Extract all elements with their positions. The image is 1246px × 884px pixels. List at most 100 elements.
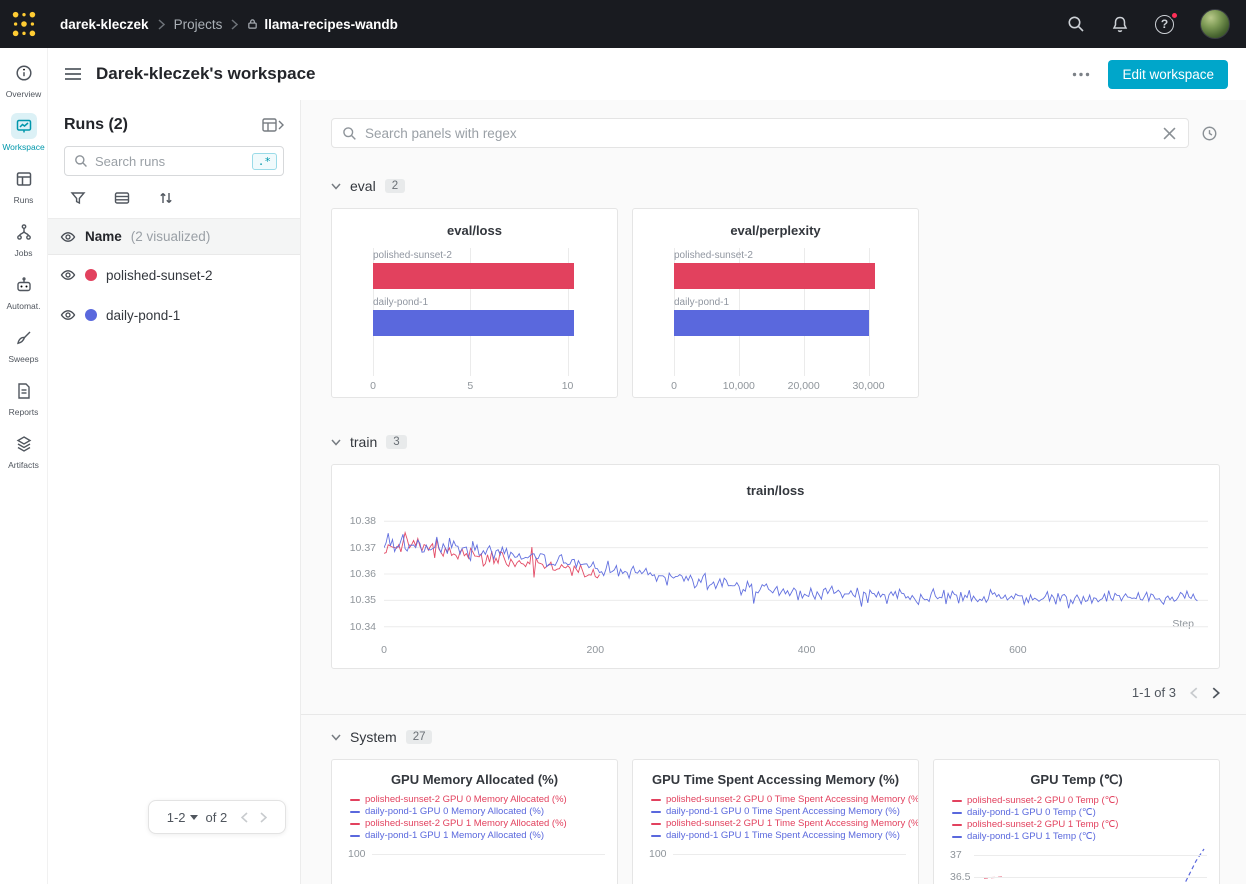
group-columns-icon[interactable] <box>114 190 130 206</box>
legend-marker <box>350 835 360 837</box>
legend-item[interactable]: polished-sunset-2 GPU 1 Temp (℃) <box>952 819 1219 831</box>
next-page-icon[interactable] <box>1212 686 1220 699</box>
legend-item[interactable]: polished-sunset-2 GPU 1 Time Spent Acces… <box>651 818 918 830</box>
bar <box>373 263 575 289</box>
legend-item[interactable]: daily-pond-1 GPU 0 Temp (℃) <box>952 807 1219 819</box>
sidebar-item-workspace[interactable]: Workspace <box>0 113 48 152</box>
legend-marker <box>651 835 661 837</box>
clear-search-icon[interactable] <box>1161 125 1178 142</box>
run-name[interactable]: daily-pond-1 <box>106 307 181 323</box>
runs-panel: Runs (2) .* <box>48 100 301 884</box>
navbar-actions: ? <box>1067 9 1230 39</box>
chart-title: train/loss <box>746 483 805 498</box>
panel-train-loss[interactable]: train/loss Step 10.38 10.37 10.36 10.35 10.3… <box>331 464 1220 669</box>
panel-gpu-temp[interactable]: GPU Temp (℃) polished-sunset-2 GPU 0 Tem… <box>933 759 1220 884</box>
section-count-badge: 3 <box>386 435 407 449</box>
x-tick-label: 400 <box>797 644 816 656</box>
sidebar-item-runs[interactable]: Runs <box>0 166 48 205</box>
search-icon[interactable] <box>1067 15 1085 33</box>
divider <box>48 218 300 219</box>
train-loss-lines[interactable] <box>384 512 1208 636</box>
project-sidebar: Overview Workspace Runs Jobs <box>0 48 48 884</box>
legend-item[interactable]: polished-sunset-2 GPU 1 Memory Allocated… <box>350 818 617 830</box>
run-name[interactable]: polished-sunset-2 <box>106 267 213 283</box>
panel-gpu-memory-allocated[interactable]: GPU Memory Allocated (%) polished-sunset… <box>331 759 618 884</box>
workspace-header: Darek-kleczek's workspace Edit workspace <box>48 48 1246 100</box>
breadcrumb-projects[interactable]: Projects <box>173 16 223 32</box>
legend-label: daily-pond-1 GPU 1 Temp (℃) <box>967 831 1096 842</box>
layers-icon <box>11 431 37 457</box>
bar <box>674 263 875 289</box>
chart-plot: 100 <box>332 846 617 884</box>
section-count-badge: 2 <box>384 179 406 193</box>
breadcrumb-project-name[interactable]: llama-recipes-wandb <box>264 16 398 32</box>
runs-title: Runs (2) <box>64 116 128 133</box>
lock-icon <box>247 18 258 30</box>
visibility-eye-icon[interactable] <box>60 307 76 323</box>
filter-icon[interactable] <box>70 190 86 206</box>
legend-item[interactable]: polished-sunset-2 GPU 0 Memory Allocated… <box>350 794 617 806</box>
expand-runs-table-icon[interactable] <box>262 117 284 133</box>
prev-page-icon[interactable] <box>1190 686 1198 699</box>
user-avatar[interactable] <box>1200 9 1230 39</box>
robot-icon <box>11 272 37 298</box>
caret-down-icon <box>189 814 198 820</box>
sidebar-item-label: Reports <box>8 407 39 417</box>
section-header-system[interactable]: System 27 <box>331 729 1220 745</box>
sidebar-item-reports[interactable]: Reports <box>0 378 48 417</box>
sidebar-item-automations[interactable]: Automat. <box>0 272 48 311</box>
legend-label: daily-pond-1 GPU 0 Time Spent Accessing … <box>666 806 900 817</box>
section-name: eval <box>350 178 376 194</box>
runs-search-input[interactable] <box>95 153 245 169</box>
panel-eval-perplexity[interactable]: eval/perplexity 0 10,000 20,000 30,000 polis… <box>632 208 919 398</box>
edit-workspace-button[interactable]: Edit workspace <box>1108 59 1228 89</box>
next-page-icon[interactable] <box>260 811 268 823</box>
sort-icon[interactable] <box>158 190 174 206</box>
regex-toggle[interactable]: .* <box>251 152 277 170</box>
prev-page-icon[interactable] <box>241 811 248 823</box>
column-header-name[interactable]: Name <box>85 229 122 244</box>
visibility-eye-icon[interactable] <box>60 267 76 283</box>
legend-item[interactable]: daily-pond-1 GPU 1 Temp (℃) <box>952 831 1219 843</box>
sidebar-item-jobs[interactable]: Jobs <box>0 219 48 258</box>
legend-marker <box>651 811 661 813</box>
chevron-down-icon <box>331 183 341 190</box>
panels-area: eval 2 eval/loss 0 5 10 polished-sunset-2 da… <box>301 100 1246 884</box>
legend-item[interactable]: polished-sunset-2 GPU 0 Time Spent Acces… <box>651 794 918 806</box>
search-history-icon[interactable] <box>1199 123 1220 144</box>
sidebar-item-artifacts[interactable]: Artifacts <box>0 431 48 470</box>
menu-icon[interactable] <box>64 67 82 81</box>
legend-item[interactable]: daily-pond-1 GPU 0 Memory Allocated (%) <box>350 806 617 818</box>
section-header-train[interactable]: train 3 <box>331 434 1220 450</box>
jobs-fork-icon <box>11 219 37 245</box>
legend-item[interactable]: daily-pond-1 GPU 1 Memory Allocated (%) <box>350 830 617 842</box>
sidebar-item-label: Automat. <box>6 301 41 311</box>
sidebar-item-overview[interactable]: Overview <box>0 60 48 99</box>
run-row-daily-pond-1[interactable]: daily-pond-1 <box>48 295 300 335</box>
chevron-down-icon <box>331 439 341 446</box>
visibility-eye-icon[interactable] <box>60 229 76 245</box>
runs-pagination: 1-2 of 2 <box>148 800 286 834</box>
breadcrumb-entity[interactable]: darek-kleczek <box>60 16 149 32</box>
legend-marker <box>350 811 360 813</box>
legend-item[interactable]: daily-pond-1 GPU 0 Time Spent Accessing … <box>651 806 918 818</box>
overflow-menu-icon[interactable] <box>1072 72 1090 77</box>
chart-legend: polished-sunset-2 GPU 0 Memory Allocated… <box>332 794 617 842</box>
legend-item[interactable]: daily-pond-1 GPU 1 Time Spent Accessing … <box>651 830 918 842</box>
help-icon[interactable]: ? <box>1155 10 1179 34</box>
legend-item[interactable]: polished-sunset-2 GPU 0 Temp (℃) <box>952 795 1219 807</box>
panel-eval-loss[interactable]: eval/loss 0 5 10 polished-sunset-2 daily-pon… <box>331 208 618 398</box>
page-size-dropdown[interactable]: 1-2 <box>167 810 198 825</box>
columns: Runs (2) .* <box>48 100 1246 884</box>
sidebar-item-sweeps[interactable]: Sweeps <box>0 325 48 364</box>
legend-marker <box>952 800 962 802</box>
panel-gpu-time-accessing-memory[interactable]: GPU Time Spent Accessing Memory (%) poli… <box>632 759 919 884</box>
wandb-logo[interactable] <box>0 0 48 48</box>
runs-table-icon <box>11 166 37 192</box>
legend-label: polished-sunset-2 GPU 1 Time Spent Acces… <box>666 818 918 829</box>
section-header-eval[interactable]: eval 2 <box>331 178 1220 194</box>
notifications-bell-icon[interactable] <box>1111 15 1129 33</box>
panel-search-input[interactable] <box>365 125 1153 141</box>
chevron-down-icon <box>331 734 341 741</box>
run-row-polished-sunset-2[interactable]: polished-sunset-2 <box>48 255 300 295</box>
